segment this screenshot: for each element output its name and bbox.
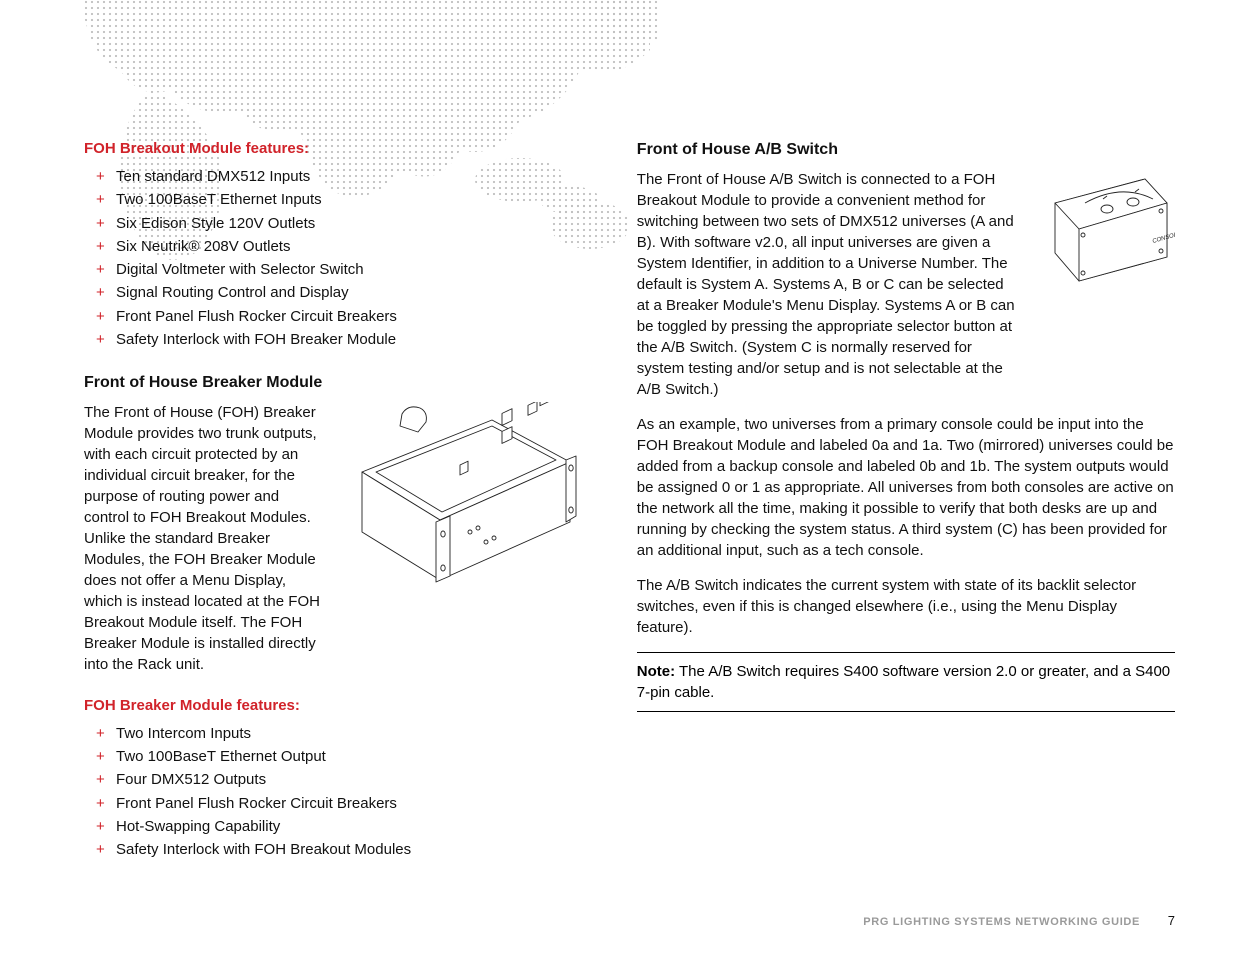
list-item: Safety Interlock with FOH Breakout Modul…	[96, 838, 581, 861]
foh-breakout-features-heading: FOH Breakout Module features:	[84, 140, 581, 157]
list-item: Two Intercom Inputs	[96, 722, 581, 745]
ab-switch-p3: The A/B Switch indicates the current sys…	[637, 575, 1175, 638]
breaker-module-illustration	[342, 402, 582, 602]
list-item: Six Edison Style 120V Outlets	[96, 212, 581, 235]
ab-switch-p1: The Front of House A/B Switch is connect…	[637, 169, 1015, 400]
list-item: Two 100BaseT Ethernet Inputs	[96, 188, 581, 211]
note-body: The A/B Switch requires S400 software ve…	[637, 663, 1170, 701]
note-block: Note: The A/B Switch requires S400 softw…	[637, 652, 1175, 712]
ab-switch-title: Front of House A/B Switch	[637, 140, 1175, 161]
foh-breaker-module-title: Front of House Breaker Module	[84, 373, 581, 394]
foh-breaker-body: The Front of House (FOH) Breaker Module …	[84, 402, 324, 675]
foh-breaker-feature-list: Two Intercom Inputs Two 100BaseT Etherne…	[84, 722, 581, 862]
list-item: Front Panel Flush Rocker Circuit Breaker…	[96, 792, 581, 815]
list-item: Ten standard DMX512 Inputs	[96, 165, 581, 188]
list-item: Hot-Swapping Capability	[96, 815, 581, 838]
foh-breaker-block: The Front of House (FOH) Breaker Module …	[84, 402, 581, 689]
list-item: Safety Interlock with FOH Breaker Module	[96, 328, 581, 351]
right-column: Front of House A/B Switch The Front of H…	[637, 140, 1175, 914]
list-item: Four DMX512 Outputs	[96, 768, 581, 791]
foh-breakout-feature-list: Ten standard DMX512 Inputs Two 100BaseT …	[84, 165, 581, 351]
ab-switch-intro-block: The Front of House A/B Switch is connect…	[637, 169, 1175, 400]
ab-switch-p2: As an example, two universes from a prim…	[637, 414, 1175, 561]
list-item: Six Neutrik® 208V Outlets	[96, 235, 581, 258]
list-item: Front Panel Flush Rocker Circuit Breaker…	[96, 305, 581, 328]
note-label: Note:	[637, 663, 675, 680]
foh-breaker-features-heading: FOH Breaker Module features:	[84, 697, 581, 714]
list-item: Digital Voltmeter with Selector Switch	[96, 258, 581, 281]
list-item: Two 100BaseT Ethernet Output	[96, 745, 581, 768]
left-column: FOH Breakout Module features: Ten standa…	[84, 140, 581, 914]
ab-switch-illustration: CONSOLE SELECT	[1035, 169, 1175, 289]
list-item: Signal Routing Control and Display	[96, 281, 581, 304]
page-content: FOH Breakout Module features: Ten standa…	[0, 0, 1235, 954]
